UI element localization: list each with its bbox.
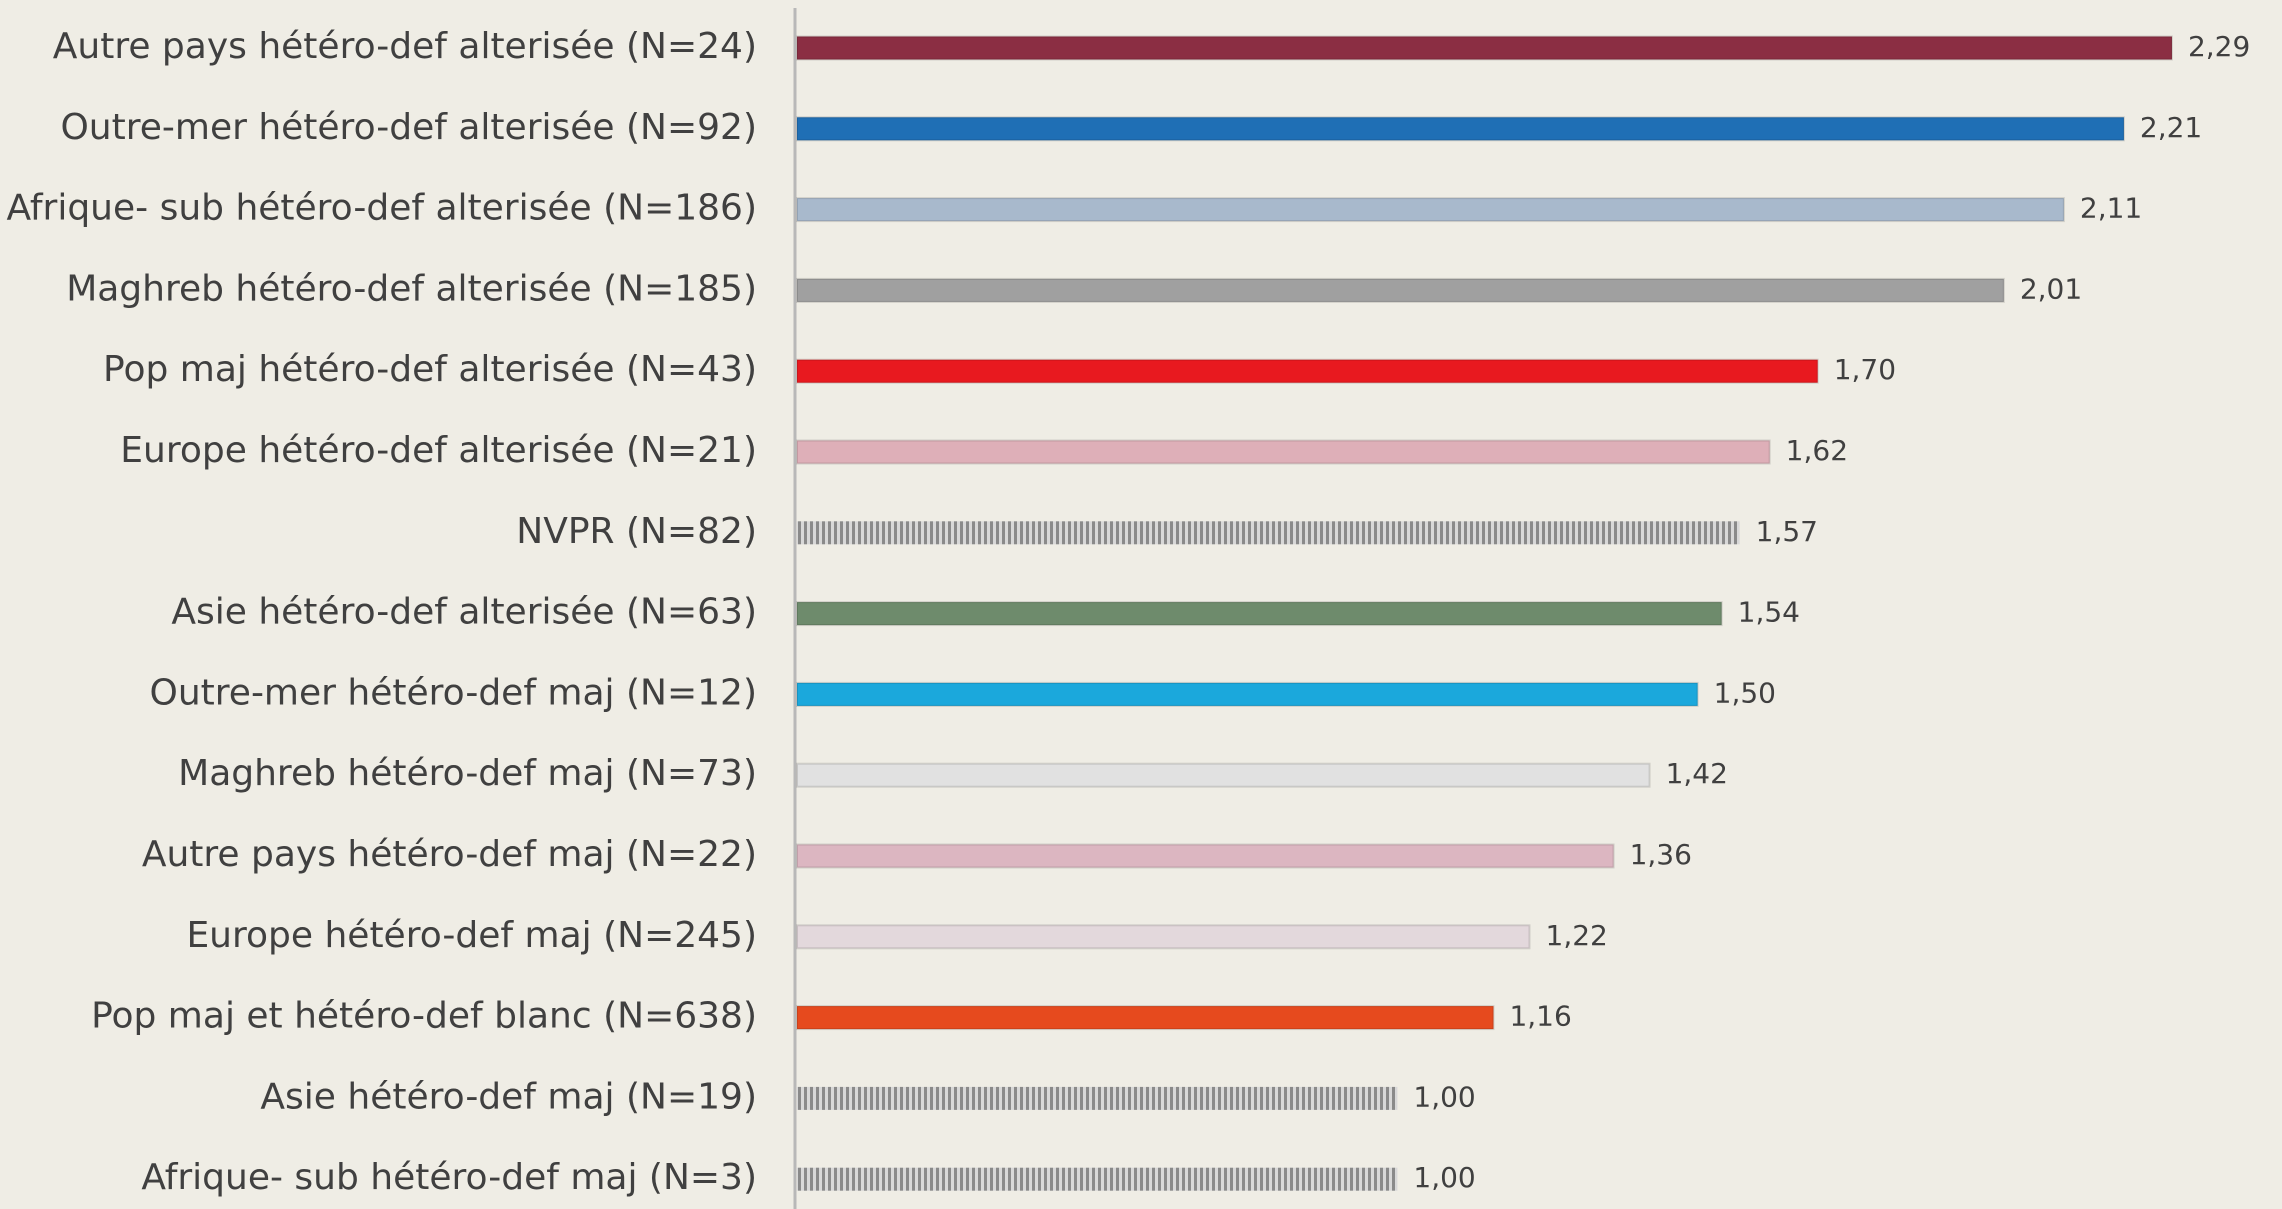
category-label: Afrique- sub hétéro-def alterisée (N=186… bbox=[7, 188, 758, 229]
category-label: Autre pays hétéro-def maj (N=22) bbox=[142, 834, 757, 875]
bar bbox=[796, 277, 2005, 303]
value-label: 2,21 bbox=[2140, 111, 2202, 144]
bar bbox=[797, 1167, 1398, 1191]
value-label: 1,70 bbox=[1834, 353, 1896, 386]
category-label: Outre-mer hétéro-def maj (N=12) bbox=[150, 672, 757, 713]
bar bbox=[796, 35, 2173, 61]
category-label: Afrique- sub hétéro-def maj (N=3) bbox=[141, 1157, 757, 1198]
bar bbox=[796, 601, 1723, 627]
value-label: 1,57 bbox=[1756, 515, 1818, 548]
category-label: Pop maj et hétéro-def blanc (N=638) bbox=[91, 996, 757, 1037]
value-label: 1,50 bbox=[1714, 676, 1776, 709]
bar bbox=[796, 439, 1771, 465]
category-label: Outre-mer hétéro-def alterisée (N=92) bbox=[60, 107, 757, 148]
bar bbox=[796, 116, 2125, 142]
category-label: Maghreb hétéro-def maj (N=73) bbox=[178, 753, 757, 794]
category-label: Maghreb hétéro-def alterisée (N=185) bbox=[66, 268, 757, 309]
category-label: Asie hétéro-def maj (N=19) bbox=[260, 1076, 757, 1117]
value-label: 1,00 bbox=[1413, 1080, 1475, 1113]
value-label: 2,29 bbox=[2188, 30, 2250, 63]
value-label: 1,00 bbox=[1413, 1161, 1475, 1194]
bar bbox=[796, 681, 1699, 707]
value-label: 1,36 bbox=[1630, 838, 1692, 871]
category-label: Europe hétéro-def alterisée (N=21) bbox=[120, 430, 757, 471]
category-label: Pop maj hétéro-def alterisée (N=43) bbox=[103, 349, 757, 390]
bar bbox=[796, 197, 2065, 223]
bar bbox=[796, 358, 1819, 384]
bar bbox=[797, 521, 1740, 545]
value-label: 1,62 bbox=[1786, 434, 1848, 467]
category-label: Europe hétéro-def maj (N=245) bbox=[186, 915, 757, 956]
bar bbox=[796, 762, 1651, 788]
value-label: 1,22 bbox=[1546, 919, 1608, 952]
category-label: Autre pays hétéro-def alterisée (N=24) bbox=[53, 26, 757, 67]
value-label: 2,11 bbox=[2080, 192, 2142, 225]
value-label: 1,42 bbox=[1666, 757, 1728, 790]
bar bbox=[796, 843, 1615, 869]
bar bbox=[796, 924, 1531, 950]
value-label: 1,16 bbox=[1509, 1000, 1571, 1033]
category-label: NVPR (N=82) bbox=[516, 511, 757, 552]
bar bbox=[796, 1005, 1495, 1031]
value-label: 1,54 bbox=[1738, 596, 1800, 629]
value-label: 2,01 bbox=[2020, 272, 2082, 305]
category-label: Asie hétéro-def alterisée (N=63) bbox=[171, 592, 757, 633]
bar bbox=[797, 1086, 1398, 1110]
